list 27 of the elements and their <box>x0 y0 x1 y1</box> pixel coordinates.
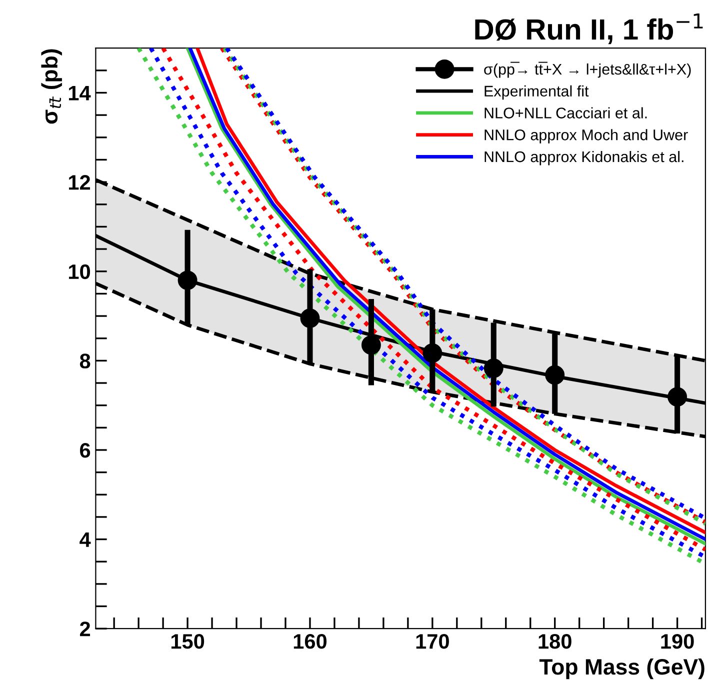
y-axis-title: σ$_{tt̄}$ (pb) <box>41 49 62 124</box>
y-tick-label: 2 <box>80 622 90 636</box>
point <box>545 365 565 385</box>
point <box>300 308 320 328</box>
point <box>178 270 198 290</box>
point <box>484 358 504 378</box>
legend-label: Experimental fit <box>484 85 589 100</box>
point <box>361 335 381 355</box>
x-tick-label: 190 <box>661 634 694 649</box>
x-axis-title: Top Mass (GeV) <box>539 658 704 680</box>
legend-label: σ(pp̅→ tt̅+X → l+jets&ll&τ+l+X) <box>484 62 691 78</box>
x-tick-label: 150 <box>171 634 204 649</box>
point <box>422 343 442 363</box>
x-tick-label: 180 <box>538 634 572 649</box>
legend-label: NLO+NLL Cacciari et al. <box>484 107 647 118</box>
y-tick-label: 14 <box>68 86 91 100</box>
point <box>668 387 688 407</box>
x-tick-label: 170 <box>416 634 449 649</box>
chart-title: DØ Run II, 1 fb$^{−1}$ <box>475 14 703 44</box>
y-tick-label: 4 <box>80 532 91 547</box>
x-tick-label: 160 <box>294 634 327 649</box>
legend-label: NNLO approx Kidonakis et al. <box>484 150 684 166</box>
legend-label: NNLO approx Moch and Uwer <box>484 129 688 144</box>
y-tick-label: 12 <box>68 175 90 190</box>
y-tick-label: 10 <box>68 264 90 280</box>
y-tick-label: 8 <box>80 354 90 368</box>
y-tick-label: 6 <box>80 442 90 458</box>
